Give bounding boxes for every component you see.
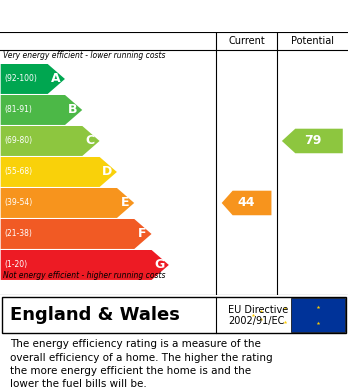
Text: (92-100): (92-100) [4, 74, 37, 83]
Text: Energy Efficiency Rating: Energy Efficiency Rating [9, 9, 230, 23]
Polygon shape [1, 188, 134, 218]
Text: 2002/91/EC: 2002/91/EC [228, 316, 284, 326]
FancyBboxPatch shape [291, 298, 345, 332]
Text: EU Directive: EU Directive [228, 305, 288, 315]
Text: G: G [154, 258, 165, 271]
Polygon shape [282, 129, 343, 153]
Text: C: C [86, 135, 95, 147]
Polygon shape [1, 157, 117, 187]
Polygon shape [1, 95, 82, 125]
Text: The energy efficiency rating is a measure of the
overall efficiency of a home. T: The energy efficiency rating is a measur… [10, 339, 273, 389]
Text: F: F [138, 228, 146, 240]
Text: 79: 79 [304, 135, 321, 147]
Polygon shape [1, 250, 169, 280]
Text: (1-20): (1-20) [4, 260, 27, 269]
Text: England & Wales: England & Wales [10, 306, 180, 324]
Text: (39-54): (39-54) [4, 199, 32, 208]
Text: A: A [51, 72, 60, 86]
Text: D: D [102, 165, 112, 178]
Text: (21-38): (21-38) [4, 230, 32, 239]
Polygon shape [1, 219, 151, 249]
Text: (55-68): (55-68) [4, 167, 32, 176]
Polygon shape [222, 191, 271, 215]
Polygon shape [1, 64, 65, 94]
Polygon shape [1, 126, 100, 156]
Text: B: B [68, 104, 78, 117]
Text: Very energy efficient - lower running costs: Very energy efficient - lower running co… [3, 51, 166, 60]
Text: 44: 44 [238, 196, 255, 210]
Text: (81-91): (81-91) [4, 106, 32, 115]
Text: (69-80): (69-80) [4, 136, 32, 145]
Text: Potential: Potential [291, 36, 334, 46]
Text: Current: Current [228, 36, 265, 46]
Text: E: E [120, 196, 129, 210]
Text: Not energy efficient - higher running costs: Not energy efficient - higher running co… [3, 271, 166, 280]
